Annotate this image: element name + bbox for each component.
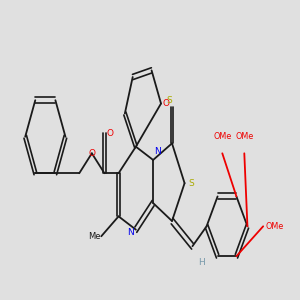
Text: O: O	[106, 129, 114, 138]
Text: H: H	[198, 258, 205, 267]
Text: OMe: OMe	[235, 132, 254, 141]
Text: S: S	[166, 96, 172, 105]
Text: O: O	[163, 99, 170, 108]
Text: OMe: OMe	[213, 132, 231, 141]
Text: N: N	[154, 148, 161, 157]
Text: S: S	[188, 179, 194, 188]
Text: N: N	[127, 228, 134, 237]
Text: Me: Me	[88, 232, 100, 241]
Text: OMe: OMe	[265, 222, 283, 231]
Text: O: O	[88, 149, 95, 158]
